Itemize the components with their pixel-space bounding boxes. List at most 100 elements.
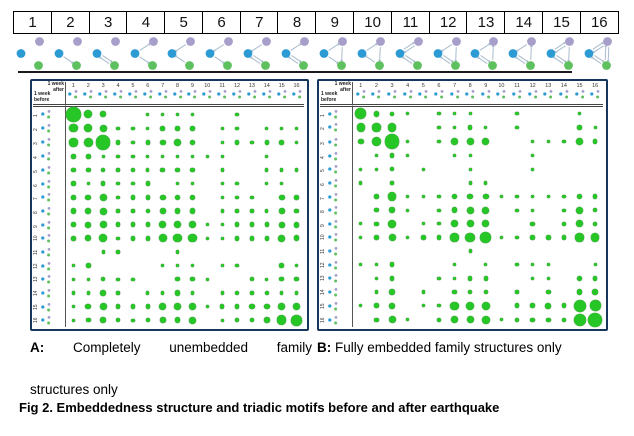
bubble-cell-r7-c1 (66, 191, 81, 205)
bubble-cell-r5-c8 (170, 163, 185, 177)
bubble-cell-r1-c7 (155, 107, 170, 122)
bubble-cell-r1-c5 (126, 107, 141, 122)
bubble-cell-r1-c4 (111, 107, 126, 122)
bubble (85, 303, 92, 310)
bubble-cell-r13-c10 (200, 272, 215, 286)
bubble (280, 126, 284, 130)
bubble (175, 182, 180, 186)
bubble-cell-r5-c10 (494, 162, 510, 176)
col-header-16: 16 (587, 82, 603, 107)
bubble-cell-r2-c6 (431, 121, 447, 135)
bubble (294, 195, 299, 200)
bubble-cell-r15-c10 (200, 300, 215, 314)
bubble (263, 303, 270, 310)
bubble-cell-r16-c6 (140, 313, 155, 327)
bubble-cell-r13-c16 (289, 272, 304, 286)
bubble (546, 317, 551, 322)
bubble-cell-r16-c16 (289, 313, 304, 327)
bubble-cell-r5-c11 (215, 163, 230, 177)
bubble-cell-r13-c12 (230, 272, 245, 286)
bubble (515, 263, 519, 267)
bubble-cell-r12-c13 (541, 258, 557, 272)
bubble-cell-r6-c9 (478, 176, 494, 190)
bubble (373, 110, 380, 117)
bubble (293, 235, 300, 242)
bubble (265, 154, 269, 159)
bubble-cell-r14-c15 (572, 285, 588, 299)
row-header-8: 8 (33, 204, 66, 218)
bubble-cell-r14-c4 (400, 285, 416, 299)
bubble-cell-r9-c9 (478, 217, 494, 231)
bubble-cell-r3-c6 (431, 134, 447, 149)
bubble-cell-r15-c10 (494, 299, 510, 313)
triad-102-diagram (89, 33, 127, 72)
bubble (421, 222, 425, 226)
bubble-cell-r4-c9 (478, 149, 494, 163)
bubble (436, 235, 442, 240)
bubble-cell-r6-c11 (215, 177, 230, 191)
row-header-6: 6 (33, 176, 66, 191)
bubble-cell-r15-c8 (170, 300, 185, 314)
bubble-cell-r13-c7 (447, 272, 463, 286)
bubble (587, 312, 603, 327)
bubble-cell-r4-c12 (525, 149, 541, 163)
bubble (159, 139, 166, 146)
bubble-cell-r12-c11 (509, 258, 525, 272)
horizontal-rule (18, 71, 572, 73)
bubble-cell-r10-c9 (185, 232, 200, 246)
bubble-cell-r13-c4 (400, 272, 416, 286)
col-header-3: 3 (95, 82, 111, 107)
bubble (100, 167, 106, 173)
bubble-cell-r2-c10 (494, 121, 510, 135)
bubble-cell-r7-c9 (185, 191, 200, 205)
bubble-cell-r16-c8 (462, 313, 478, 328)
bubble (250, 195, 254, 199)
bubble-cell-r3-c14 (259, 135, 274, 150)
bubble-cell-r9-c13 (541, 217, 557, 231)
bubble (174, 208, 181, 214)
bubble-cell-r12-c3 (96, 259, 111, 273)
bubble-cell-r8-c8 (462, 203, 478, 217)
bubble (421, 290, 425, 294)
bubble-cell-r3-c14 (556, 134, 572, 149)
bubble (116, 126, 120, 130)
motif-number-box-2: 2 (50, 11, 90, 34)
bubble-cell-r16-c10 (494, 313, 510, 328)
bubble (250, 209, 254, 213)
bubble (388, 233, 396, 241)
bubble (531, 139, 535, 144)
motif-number-box-10: 10 (353, 11, 393, 34)
bubble-cell-r9-c6 (140, 218, 155, 232)
bubble (372, 123, 381, 132)
bubble-cell-r4-c4 (400, 149, 416, 163)
bubble-cell-r11-c15 (572, 244, 588, 258)
bubble-cell-r7-c3 (96, 191, 111, 205)
bubble-cell-r6-c11 (509, 176, 525, 190)
bubble-cell-r9-c4 (111, 218, 126, 232)
bubble (468, 249, 472, 253)
bubble (531, 194, 535, 199)
motif-number-row: 1 2 3 4 5 6 7 8 9 10 11 12 13 14 15 16 (13, 11, 619, 34)
bubble (71, 154, 76, 159)
bubble (234, 222, 240, 227)
bubble-cell-r2-c12 (230, 122, 245, 136)
row-header-2: 2 (33, 121, 66, 136)
bubble-cell-r11-c7 (155, 245, 170, 259)
bubble-cell-r3-c2 (369, 134, 385, 149)
bubble (145, 304, 151, 309)
bubble-cell-r6-c13 (541, 176, 557, 190)
bubble-cell-r16-c13 (245, 313, 260, 327)
bubble-cell-r6-c4 (400, 176, 416, 190)
bubble-cell-r10-c13 (541, 231, 557, 245)
bubble-cell-r5-c12 (525, 162, 541, 176)
bubble-cell-r14-c4 (111, 286, 126, 300)
bubble-cell-r7-c4 (111, 191, 126, 205)
bubble-cell-r2-c4 (400, 121, 416, 135)
bubble (190, 263, 195, 268)
bubble-cell-r14-c10 (494, 285, 510, 299)
bubble-cell-r14-c6 (431, 285, 447, 299)
col-header-7: 7 (155, 82, 171, 107)
bubble (116, 195, 120, 199)
bubble (546, 263, 550, 267)
